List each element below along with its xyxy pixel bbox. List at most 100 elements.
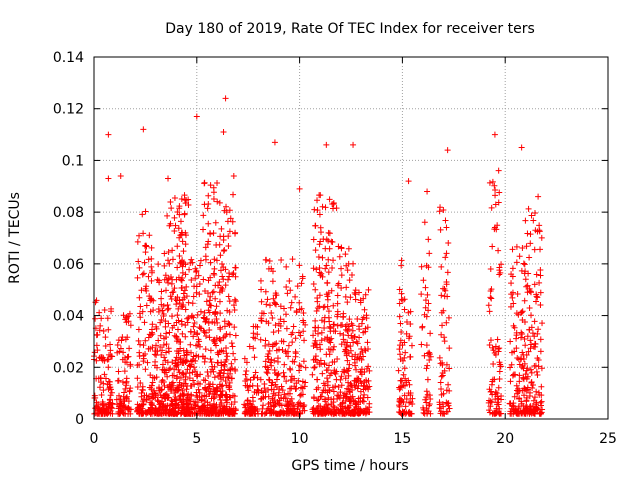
roti-point [102,410,109,417]
roti-point [187,341,194,348]
roti-point [265,376,272,383]
roti-point [496,345,503,352]
roti-point [148,409,155,416]
roti-point [349,353,356,360]
roti-point [397,377,404,384]
roti-point [213,384,220,391]
roti-point [257,277,264,284]
roti-point [140,396,147,403]
roti-point [422,304,429,311]
roti-point [126,388,133,395]
roti-point [312,327,319,334]
roti-point [320,387,327,394]
roti-point [326,351,333,358]
roti-point [493,226,500,233]
roti-point [147,295,154,302]
roti-point [531,246,538,253]
roti-point [280,369,287,376]
roti-point [288,377,295,384]
roti-point [147,372,154,379]
roti-point [346,326,353,333]
roti-point [275,327,282,334]
roti-point [401,296,408,303]
roti-point [347,402,354,409]
roti-point [154,397,161,404]
roti-point [230,410,237,417]
roti-point [274,372,281,379]
roti-point [351,356,358,363]
roti-point [326,372,333,379]
roti-point [352,400,359,407]
roti-point [510,300,517,307]
roti-point [337,330,344,337]
roti-point [201,358,208,365]
roti-point [318,329,325,336]
roti-point [438,391,445,398]
roti-point [105,404,112,411]
roti-point [440,285,447,292]
roti-point [336,253,343,260]
roti-point [272,300,279,307]
roti-point [143,302,150,309]
roti-point [536,228,543,235]
x-tick-label: 15 [393,431,411,447]
roti-point [171,227,178,234]
roti-point [441,338,448,345]
roti-point [396,313,403,320]
roti-point [507,338,514,345]
roti-point [142,249,149,256]
roti-point [207,259,214,266]
roti-point [186,375,193,382]
roti-point [200,406,207,413]
plot-border [93,56,609,420]
roti-point [444,147,451,154]
roti-point [273,371,280,378]
roti-point [174,208,181,215]
roti-point [172,404,179,411]
roti-point [338,244,345,251]
roti-point [311,408,318,415]
roti-point [396,300,403,307]
roti-point [437,226,444,233]
roti-point [532,362,539,369]
roti-point [288,407,295,414]
roti-point [171,366,178,373]
roti-point [293,410,300,417]
roti-point [488,295,495,302]
roti-point [123,359,130,366]
roti-point [343,342,350,349]
roti-point [487,337,494,344]
roti-point [168,385,175,392]
roti-point [438,292,445,299]
roti-point [356,326,363,333]
roti-point [141,319,148,326]
roti-point [284,290,291,297]
roti-point [489,178,496,185]
roti-point [400,371,407,378]
roti-point [300,328,307,335]
roti-point [272,410,279,417]
roti-point [273,301,280,308]
roti-point [268,362,275,369]
roti-point [538,383,545,390]
roti-point [521,385,528,392]
roti-point [494,393,501,400]
roti-point [331,369,338,376]
roti-point [220,405,227,412]
roti-point [319,370,326,377]
roti-point [532,227,539,234]
roti-point [262,288,269,295]
roti-point [207,355,214,362]
roti-point [155,261,162,268]
x-tick-label: 0 [90,431,99,447]
roti-point [516,395,523,402]
roti-point [402,375,409,382]
roti-point [491,349,498,356]
roti-point [98,392,105,399]
roti-point [311,363,318,370]
roti-point [188,392,195,399]
roti-point [397,320,404,327]
roti-point [193,113,200,120]
roti-point [345,367,352,374]
roti-point [524,282,531,289]
